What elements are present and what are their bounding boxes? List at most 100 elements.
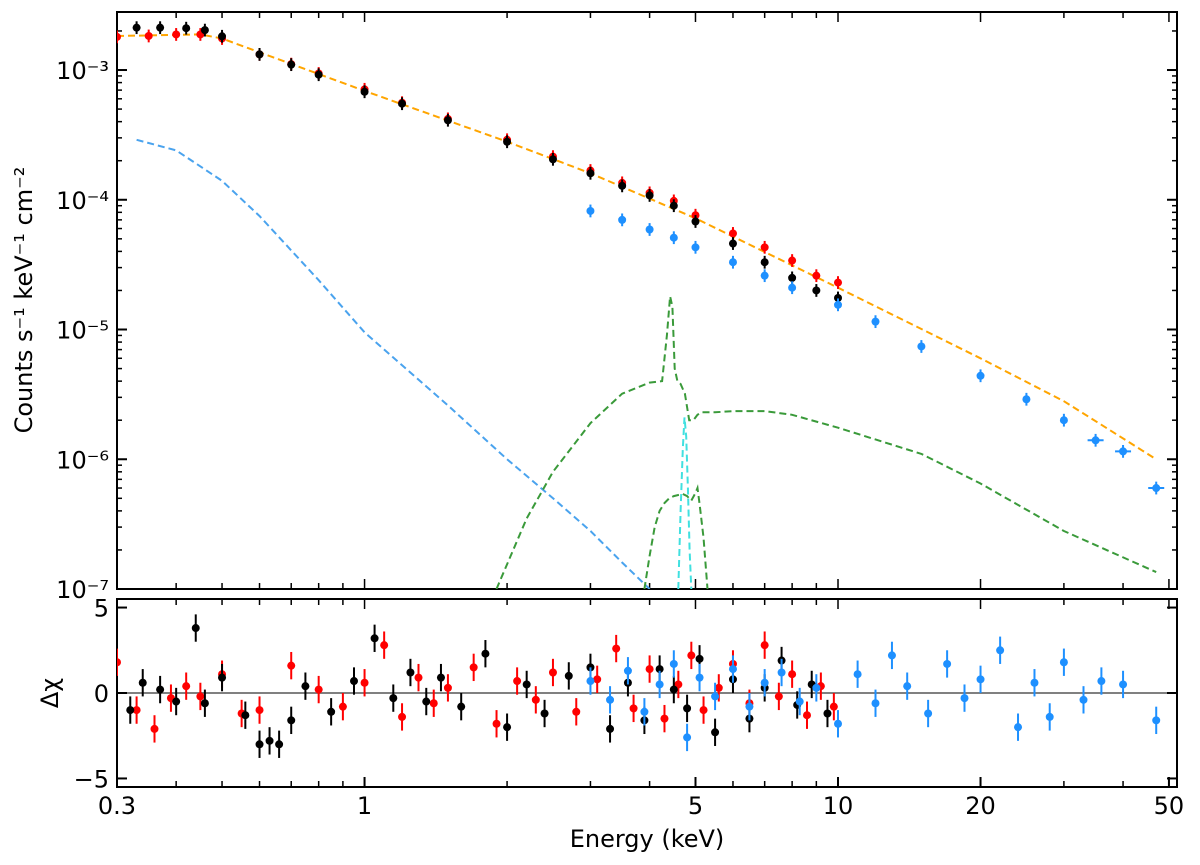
residual-point xyxy=(191,614,200,642)
residual-marker xyxy=(623,666,632,675)
x-tick-label: 0.3 xyxy=(98,792,136,820)
residual-point xyxy=(728,655,737,683)
residual-marker xyxy=(200,699,209,708)
residual-marker xyxy=(1059,658,1068,667)
residual-marker xyxy=(414,673,423,682)
residual-marker xyxy=(903,682,912,691)
residual-marker xyxy=(429,699,438,708)
residual-marker xyxy=(687,651,696,660)
spectrum-point xyxy=(172,28,181,41)
x-tick-label: 5 xyxy=(688,792,703,820)
residual-point xyxy=(1045,703,1054,731)
residual-point xyxy=(745,693,754,721)
residual-marker xyxy=(640,707,649,716)
residual-point xyxy=(943,650,952,678)
x-tick-label: 1 xyxy=(357,792,372,820)
residual-point xyxy=(714,674,723,702)
spectrum-marker xyxy=(669,233,678,242)
spectrum-point xyxy=(200,23,209,37)
spectrum-point xyxy=(218,29,227,43)
spectrum-marker xyxy=(788,273,797,282)
residual-point xyxy=(301,672,310,700)
residual-marker xyxy=(1119,680,1128,689)
residual-point xyxy=(760,631,769,659)
residual-point xyxy=(314,675,323,704)
spectrum-point xyxy=(586,166,595,180)
spectrum-point xyxy=(398,97,407,111)
spectrum-point xyxy=(669,231,678,245)
residual-marker xyxy=(1045,712,1054,721)
residual-point xyxy=(117,648,121,676)
residual-marker xyxy=(823,709,832,718)
spectrum-marker xyxy=(548,155,557,164)
spectrum-point xyxy=(812,284,821,297)
residual-marker xyxy=(996,646,1005,655)
residual-point xyxy=(182,672,191,700)
residual-marker xyxy=(834,719,843,728)
spectrum-marker xyxy=(728,258,737,267)
residual-point xyxy=(380,631,389,659)
residual-marker xyxy=(812,683,821,692)
spectrum-marker xyxy=(669,201,678,210)
residual-point xyxy=(699,696,708,724)
spectrum-marker xyxy=(314,70,323,79)
y-tick-label: 10⁻⁶ xyxy=(56,446,109,474)
residual-point xyxy=(829,693,838,721)
model-curve-1 xyxy=(117,33,1157,461)
residual-marker xyxy=(380,641,389,650)
spectrum-point xyxy=(760,240,769,254)
residual-marker xyxy=(871,699,880,708)
residual-point xyxy=(640,698,649,726)
residual-point xyxy=(196,682,205,711)
spectrum-marker xyxy=(618,215,627,224)
residual-marker xyxy=(513,677,522,686)
spectrum-point xyxy=(443,113,452,127)
residual-marker xyxy=(660,714,669,723)
residual-point xyxy=(548,658,557,687)
spectrum-point xyxy=(255,47,264,61)
residual-marker xyxy=(275,740,284,749)
residual-marker xyxy=(669,659,678,668)
spectrum-point xyxy=(503,135,512,149)
residual-point xyxy=(265,727,274,755)
residual-marker xyxy=(481,649,490,658)
residual-marker xyxy=(117,658,121,667)
residual-marker xyxy=(606,724,615,733)
residual-point xyxy=(360,669,369,697)
spectrum-marker xyxy=(360,87,369,96)
residual-point xyxy=(795,687,804,716)
spectrum-marker xyxy=(218,32,227,41)
spectrum-marker xyxy=(812,286,821,295)
spectrum-marker xyxy=(156,23,165,32)
residual-point xyxy=(156,675,165,704)
residual-point xyxy=(481,640,490,668)
residual-point xyxy=(1059,648,1068,676)
spectrum-marker xyxy=(760,258,769,267)
residual-point xyxy=(812,674,821,702)
model-curve-5 xyxy=(677,417,693,589)
residual-marker xyxy=(683,704,692,713)
residual-y-tick-label: 0 xyxy=(94,680,109,708)
residual-point xyxy=(287,706,296,735)
residual-marker xyxy=(287,661,296,670)
residual-marker xyxy=(714,683,723,692)
residual-point xyxy=(436,663,445,692)
residual-marker xyxy=(1152,716,1161,725)
residual-point xyxy=(241,701,250,729)
spectrum-marker xyxy=(691,217,700,226)
residual-point xyxy=(389,684,398,712)
spectrum-point xyxy=(917,340,926,353)
spectrum-marker xyxy=(172,30,181,39)
spectrum-marker xyxy=(1152,484,1161,493)
residual-marker xyxy=(503,723,512,732)
spectrum-point xyxy=(760,269,769,283)
residual-point xyxy=(1119,670,1128,699)
spectrum-marker xyxy=(117,32,121,41)
spectrum-marker xyxy=(398,99,407,108)
residual-point xyxy=(200,689,209,717)
spectrum-marker xyxy=(728,229,737,238)
residual-point xyxy=(695,663,704,692)
residual-point xyxy=(327,698,336,726)
